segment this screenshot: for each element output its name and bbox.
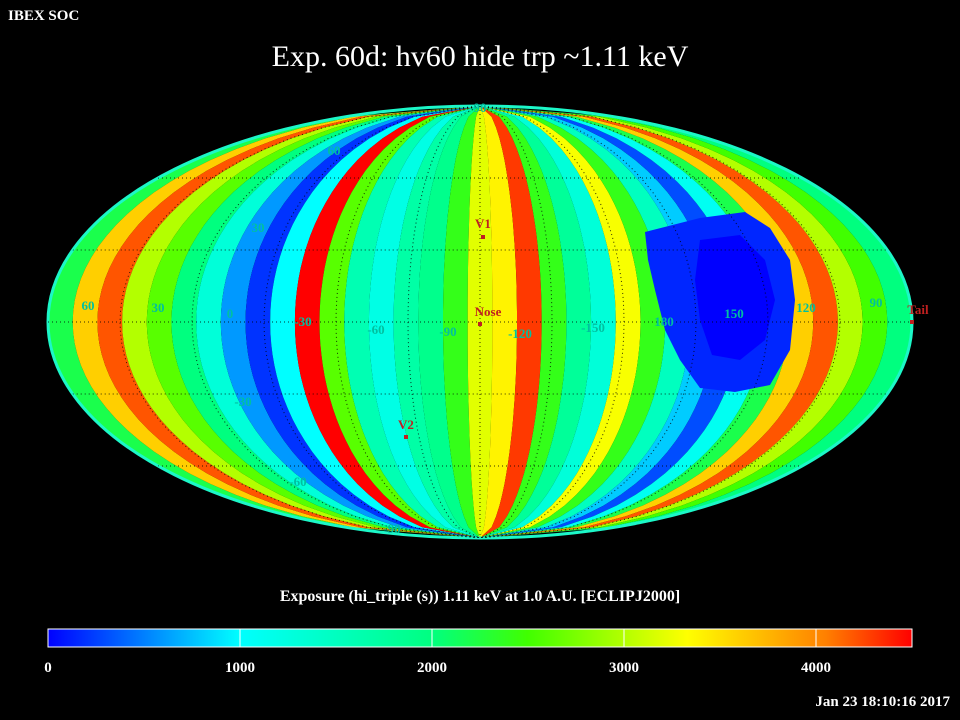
timestamp: Jan 23 18:10:16 2017 (815, 694, 950, 710)
colorbar-tick-label: 0 (44, 660, 52, 676)
exposure-stripe (480, 106, 616, 538)
latitude-label: -30 (234, 394, 251, 409)
header-label: IBEX SOC (8, 8, 80, 24)
longitude-line (479, 106, 769, 538)
exposure-stripe (480, 106, 641, 538)
longitude-line (263, 106, 481, 538)
marker-dot (910, 320, 914, 324)
exposure-stripe (418, 106, 480, 538)
exposure-stripe (319, 106, 480, 538)
longitude-label: 0 (227, 306, 234, 321)
low-exposure-region (645, 212, 795, 392)
marker-label: Tail (907, 302, 929, 317)
marker-dot (478, 322, 482, 326)
exposure-stripe (480, 106, 567, 538)
exposure-stripe (480, 106, 517, 538)
longitude-label: 90 (870, 295, 883, 310)
longitude-label: -120 (508, 326, 532, 341)
latitude-label: 60 (328, 143, 341, 158)
latitude-label: -90 (383, 521, 400, 536)
longitude-label: 120 (796, 300, 816, 315)
colorbar (47, 628, 913, 648)
marker-dot (481, 235, 485, 239)
longitude-label: 60 (82, 298, 95, 313)
longitude-label: 180 (654, 314, 674, 329)
exposure-stripe (368, 106, 480, 538)
longitude-label: -90 (439, 324, 456, 339)
colorbar-tick-label: 1000 (225, 660, 255, 676)
longitude-label: 150 (724, 306, 744, 321)
exposure-stripe (480, 106, 592, 538)
longitude-line (479, 106, 697, 538)
longitude-line (191, 106, 481, 538)
exposure-stripe (480, 106, 542, 538)
colorbar-tick-label: 2000 (417, 660, 447, 676)
longitude-label: -30 (294, 314, 311, 329)
exposure-stripe (393, 106, 480, 538)
exposure-stripe (443, 106, 480, 538)
latitude-label: -60 (289, 474, 306, 489)
page-title: Exp. 60d: hv60 hide trp ~1.11 keV (271, 40, 689, 73)
colorbar-ticks (47, 629, 817, 647)
marker-dot (404, 435, 408, 439)
grid-labels: 60 30 0 -30 -60 -90 -120 -150 180 150 120 90 90 60 30 -… (82, 100, 883, 536)
marker-label: Nose (475, 304, 502, 319)
exposure-stripe (344, 106, 480, 538)
markers: V1 Nose V2 Tail (398, 216, 929, 439)
colorbar-title: Exposure (hi_triple (s)) 1.11 keV at 1.0… (279, 588, 681, 605)
exposure-stripes (48, 106, 912, 538)
colorbar-tick-label: 4000 (801, 660, 831, 676)
marker-label: V2 (398, 417, 414, 432)
longitude-label: -150 (581, 320, 605, 335)
latitude-label: 90 (474, 100, 487, 115)
longitude-label: -60 (367, 322, 384, 337)
longitude-label: 30 (152, 300, 165, 315)
latitude-label: 30 (252, 220, 265, 235)
marker-label: V1 (475, 216, 491, 231)
low-exposure-core (695, 235, 775, 360)
colorbar-tick-label: 3000 (609, 660, 639, 676)
